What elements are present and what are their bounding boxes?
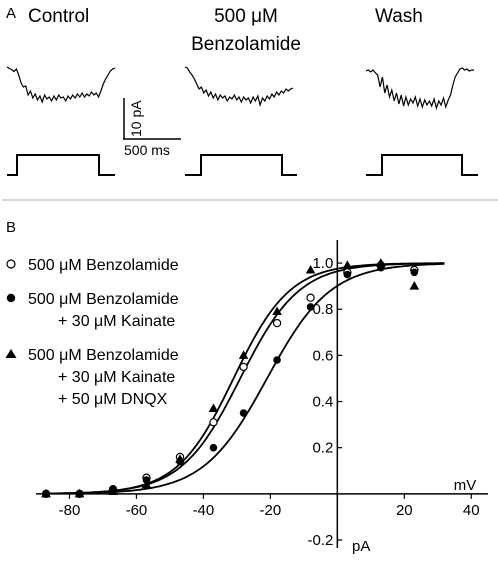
panel-b: B 500 μM Benzolamide 500 μM Benzolamide …	[5, 219, 488, 555]
data-point-filled-circle	[306, 303, 315, 311]
current-trace-control	[6, 66, 116, 104]
panel-a: A Control 500 μM Benzolamide Wash 10 pA …	[6, 5, 478, 176]
y-tick-label: 1.0	[312, 255, 333, 272]
filled-triangle-marker	[5, 349, 17, 358]
data-point-filled-triangle	[141, 479, 152, 489]
y-tick-label: -0.2	[307, 532, 333, 549]
legend-entry-open-circle: 500 μM Benzolamide	[6, 257, 179, 274]
panel-b-label: B	[6, 219, 16, 236]
legend-text: + 50 μM DNQX	[58, 391, 168, 408]
data-point-filled-triangle	[41, 488, 51, 498]
legend-entry-filled-circle: 500 μM Benzolamide + 30 μM Kainate	[6, 291, 179, 330]
condition-label-benzolamide-line2: Benzolamide	[191, 34, 301, 55]
y-tick-label: 0.4	[312, 394, 333, 411]
data-point-filled-circle	[343, 270, 352, 279]
scale-bar-vertical-label: 10 pA	[128, 100, 144, 137]
y-tick-label: 0.6	[312, 347, 333, 364]
data-point-filled-triangle	[376, 258, 386, 267]
fit-curve-filled-circle	[42, 263, 445, 495]
data-point-filled-circle	[209, 443, 218, 452]
data-point-open-circle	[239, 362, 248, 372]
legend-text: 500 μM Benzolamide	[28, 347, 179, 364]
condition-label-control: Control	[28, 6, 89, 27]
y-tick-label: 0.2	[312, 440, 333, 457]
data-point-filled-circle	[410, 268, 419, 277]
panel-a-label: A	[6, 5, 16, 22]
scale-bar: 10 pA 500 ms	[123, 98, 181, 158]
scale-bar-horizontal-label: 500 ms	[124, 142, 170, 158]
filled-circle-marker	[6, 293, 16, 303]
condition-label-benzolamide-line1: 500 μM	[214, 6, 278, 27]
legend-text: 500 μM Benzolamide	[28, 291, 179, 308]
x-tick-label: 20	[396, 502, 413, 519]
open-circle-marker	[6, 259, 16, 269]
legend-text: + 30 μM Kainate	[58, 369, 175, 386]
data-point-filled-triangle	[175, 454, 185, 463]
data-point-filled-triangle	[108, 486, 118, 496]
x-tick-label: -80	[59, 502, 81, 519]
condition-label-wash: Wash	[375, 6, 423, 27]
y-axis-title: pA	[352, 538, 370, 555]
voltage-step-control	[7, 154, 115, 176]
data-point-open-circle	[272, 318, 282, 328]
data-point-open-circle	[209, 418, 218, 427]
current-trace-benzolamide	[184, 66, 294, 108]
legend-text: + 30 μM Kainate	[58, 313, 175, 330]
current-trace-wash	[365, 67, 474, 111]
data-point-filled-triangle	[74, 488, 85, 498]
data-point-filled-circle	[239, 409, 248, 417]
x-tick-label: 40	[463, 502, 480, 519]
legend-text: 500 μM Benzolamide	[28, 257, 179, 274]
data-points	[41, 258, 420, 499]
data-point-open-circle	[306, 293, 315, 302]
plot-axes: -80 -60 -40 -20 20 40 -0.2 0.2 0.4 0.6 0.8 1.0	[36, 240, 488, 549]
data-point-filled-circle	[273, 356, 281, 364]
data-point-filled-triangle	[208, 403, 219, 412]
legend: 500 μM Benzolamide 500 μM Benzolamide + …	[5, 257, 179, 408]
data-point-filled-triangle	[409, 281, 420, 290]
x-tick-label: -40	[193, 502, 215, 519]
data-point-filled-triangle	[272, 306, 282, 316]
voltage-step-benzolamide	[185, 154, 297, 176]
data-point-filled-triangle	[238, 350, 249, 359]
x-axis-title: mV	[454, 477, 477, 494]
voltage-step-wash	[366, 154, 478, 176]
x-tick-label: -60	[126, 502, 148, 519]
y-tick-label: 0.8	[312, 301, 333, 318]
data-point-filled-triangle	[305, 265, 316, 274]
legend-entry-filled-triangle: 500 μM Benzolamide + 30 μM Kainate + 50 …	[5, 347, 179, 408]
data-point-filled-triangle	[342, 260, 353, 269]
x-tick-label: -20	[260, 502, 282, 519]
